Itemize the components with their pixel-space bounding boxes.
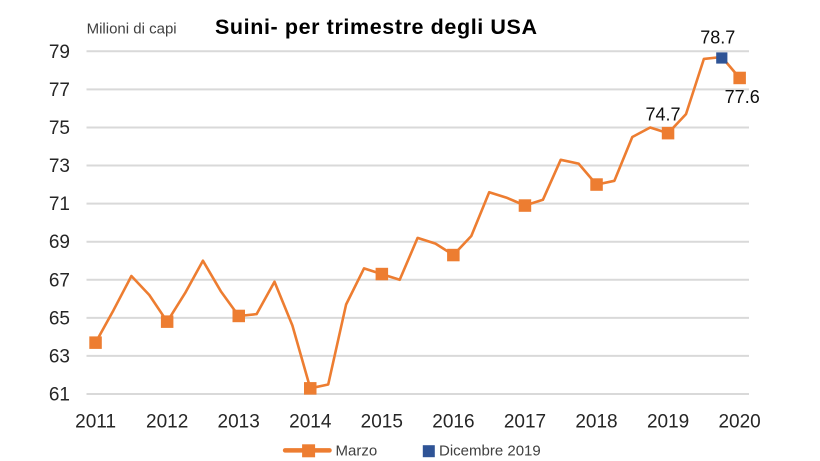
svg-text:2019: 2019 bbox=[647, 411, 689, 432]
svg-text:2015: 2015 bbox=[361, 411, 403, 432]
svg-text:2013: 2013 bbox=[218, 411, 260, 432]
svg-text:2017: 2017 bbox=[504, 411, 546, 432]
svg-text:65: 65 bbox=[49, 308, 70, 329]
svg-text:75: 75 bbox=[49, 118, 70, 139]
svg-text:Suini- per trimestre degli USA: Suini- per trimestre degli USA bbox=[215, 15, 538, 39]
svg-text:2018: 2018 bbox=[575, 411, 617, 432]
svg-text:2011: 2011 bbox=[75, 411, 116, 432]
svg-text:74.7: 74.7 bbox=[645, 104, 680, 124]
svg-text:71: 71 bbox=[49, 194, 70, 215]
svg-text:73: 73 bbox=[49, 156, 70, 177]
svg-text:77: 77 bbox=[49, 80, 70, 101]
svg-text:Marzo: Marzo bbox=[336, 443, 378, 460]
svg-text:78.7: 78.7 bbox=[700, 27, 735, 47]
svg-text:2020: 2020 bbox=[718, 411, 760, 432]
svg-text:77.6: 77.6 bbox=[725, 87, 760, 107]
svg-text:67: 67 bbox=[49, 270, 70, 291]
svg-text:Milioni di capi: Milioni di capi bbox=[87, 21, 177, 38]
svg-text:79: 79 bbox=[49, 42, 70, 63]
svg-text:2014: 2014 bbox=[289, 411, 332, 432]
svg-text:63: 63 bbox=[49, 346, 70, 367]
svg-text:69: 69 bbox=[49, 232, 70, 253]
svg-text:2012: 2012 bbox=[146, 411, 188, 432]
svg-text:61: 61 bbox=[49, 385, 70, 406]
svg-text:Dicembre 2019: Dicembre 2019 bbox=[439, 443, 541, 460]
svg-text:2016: 2016 bbox=[432, 411, 474, 432]
